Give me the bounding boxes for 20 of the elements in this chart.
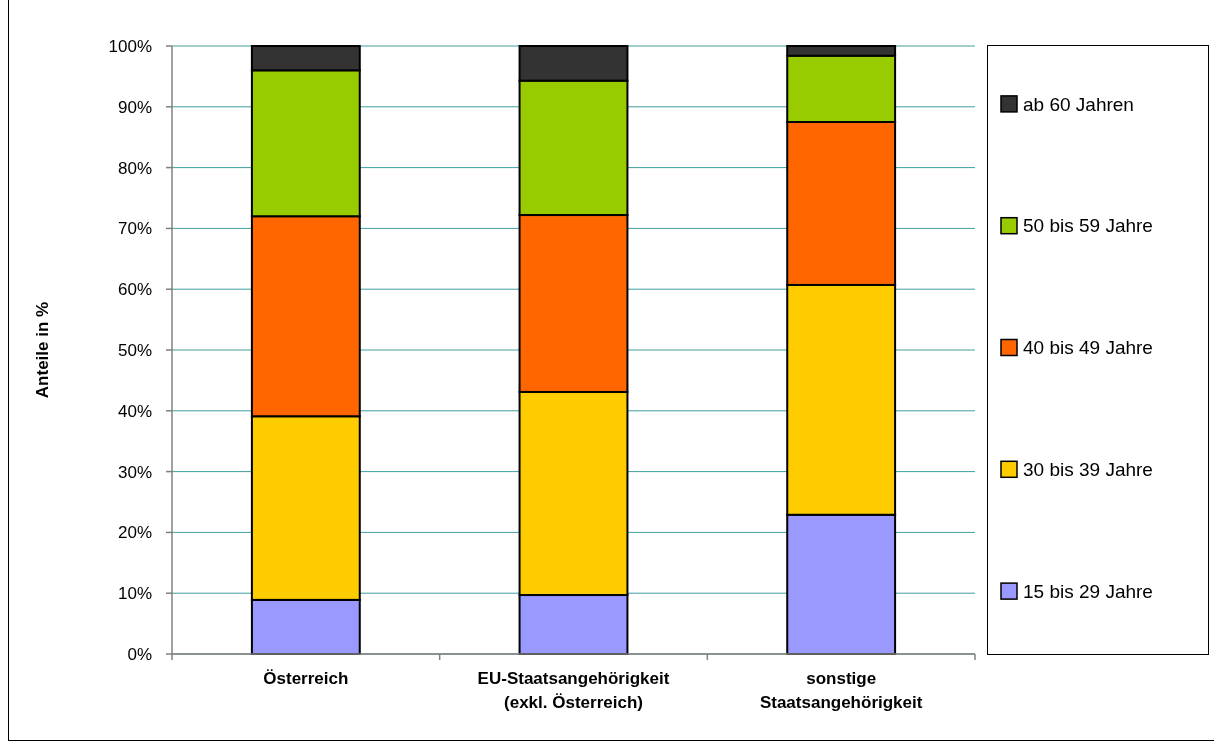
legend-label: 50 bis 59 Jahre xyxy=(1023,215,1153,237)
y-tick-label: 50% xyxy=(117,340,152,360)
y-tick-label: 10% xyxy=(117,584,152,604)
y-tick-label: 80% xyxy=(117,158,152,178)
y-tick-label: 70% xyxy=(117,219,152,239)
legend-label: 30 bis 39 Jahre xyxy=(1023,458,1153,480)
y-tick-label: 30% xyxy=(117,462,152,482)
y-tick-label: 20% xyxy=(117,523,152,543)
legend-label: 15 bis 29 Jahre xyxy=(1023,580,1153,602)
x-tick-label: sonstige Staatsangehörigkeit xyxy=(759,669,923,712)
x-tick-label: EU-Staatsangehörigkeit (exkl. Österreich) xyxy=(477,669,670,712)
legend-label: ab 60 Jahren xyxy=(1023,93,1134,115)
y-tick-label: 90% xyxy=(117,97,152,117)
y-tick-label: 0% xyxy=(127,644,152,664)
y-tick-label: 60% xyxy=(117,280,152,300)
y-tick-label: 40% xyxy=(117,401,152,421)
x-tick-label: Österreich xyxy=(263,669,349,688)
y-tick-label: 100% xyxy=(108,36,152,56)
y-axis-title: Anteile in % xyxy=(33,301,52,399)
legend-label: 40 bis 49 Jahre xyxy=(1023,337,1153,359)
